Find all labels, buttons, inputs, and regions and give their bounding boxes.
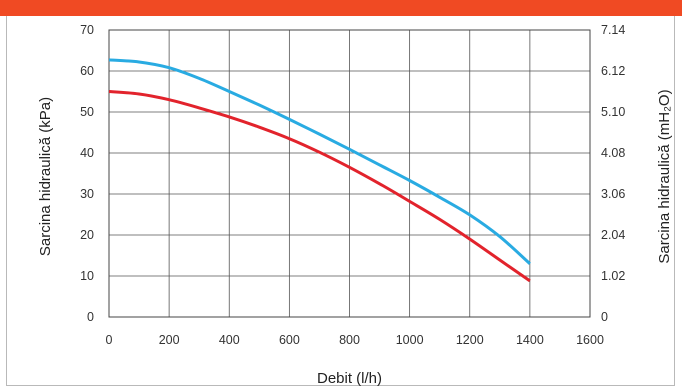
- y-right-tick-label: 7.14: [601, 23, 625, 37]
- x-tick-label: 1000: [396, 333, 424, 347]
- y-left-tick-label: 30: [80, 187, 94, 201]
- x-tick-label: 1400: [516, 333, 544, 347]
- y-right-tick-label: 2.04: [601, 228, 625, 242]
- y-axis-left-title: Sarcina hidraulică (kPa): [37, 97, 54, 256]
- y-right-tick-label: 0: [601, 310, 608, 324]
- y-axis-right-ticks: 0 1.02 2.04 3.06 4.08 5.10 6.12 7.14: [601, 23, 625, 324]
- y-left-tick-label: 40: [80, 146, 94, 160]
- series-group: [108, 58, 531, 283]
- y-left-tick-label: 10: [80, 269, 94, 283]
- y-right-tick-label: 5.10: [601, 105, 625, 119]
- x-tick-label: 800: [339, 333, 360, 347]
- y-right-tick-label: 6.12: [601, 64, 625, 78]
- y-right-tick-label: 4.08: [601, 146, 625, 160]
- y-right-tick-label: 3.06: [601, 187, 625, 201]
- x-axis-ticks: 0 200 400 600 800 1000 1200 1400 1600: [106, 333, 604, 347]
- figure-frame: [6, 16, 675, 386]
- header-bar: [0, 0, 682, 16]
- y-left-tick-label: 20: [80, 228, 94, 242]
- series-line-1: [108, 58, 531, 265]
- y-left-tick-label: 60: [80, 64, 94, 78]
- y-axis-right-title: Sarcina hidraulică (mH₂O): [656, 89, 673, 263]
- x-axis-title: Debit (l/h): [317, 370, 382, 387]
- y-left-tick-label: 50: [80, 105, 94, 119]
- x-tick-label: 200: [159, 333, 180, 347]
- x-tick-label: 400: [219, 333, 240, 347]
- series-line-2: [108, 90, 531, 283]
- x-tick-label: 1200: [456, 333, 484, 347]
- plot-area-border: [108, 29, 591, 318]
- y-right-tick-label: 1.02: [601, 269, 625, 283]
- y-left-tick-label: 0: [87, 310, 94, 324]
- y-left-tick-label: 70: [80, 23, 94, 37]
- x-tick-label: 1600: [576, 333, 604, 347]
- y-axis-left-ticks: 0 10 20 30 40 50 60 70: [80, 23, 94, 324]
- x-tick-label: 0: [106, 333, 113, 347]
- x-tick-label: 600: [279, 333, 300, 347]
